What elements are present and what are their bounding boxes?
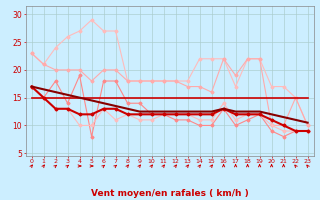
Text: Vent moyen/en rafales ( km/h ): Vent moyen/en rafales ( km/h ) bbox=[91, 189, 248, 198]
